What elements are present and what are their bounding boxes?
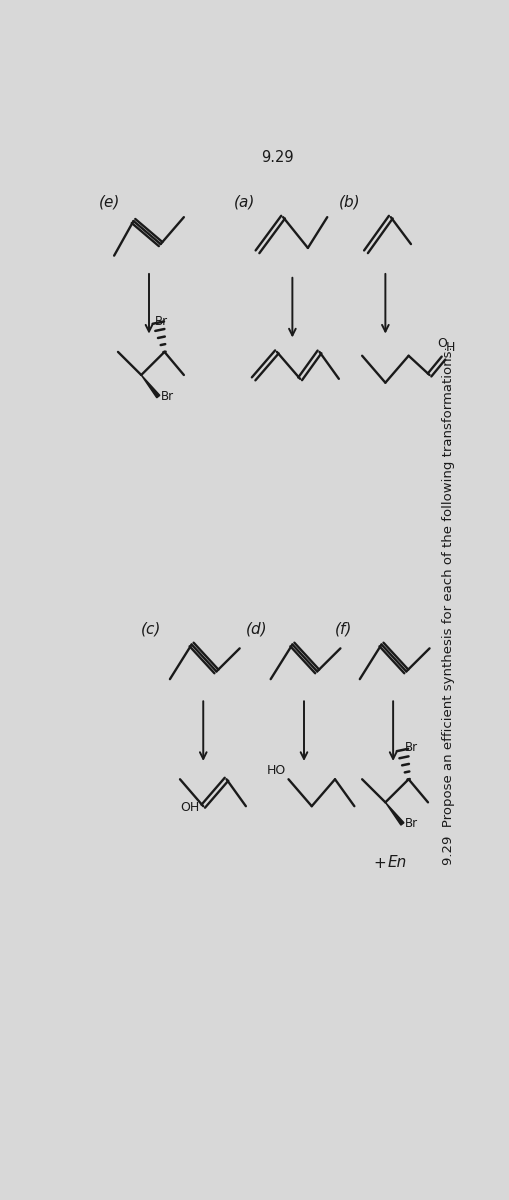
Text: +: +	[373, 857, 386, 871]
Text: (f): (f)	[334, 622, 352, 636]
Text: Br: Br	[404, 740, 417, 754]
Text: (a): (a)	[234, 194, 255, 209]
Text: HO: HO	[266, 764, 286, 776]
Text: Br: Br	[155, 314, 168, 328]
Text: (d): (d)	[245, 622, 267, 636]
Text: En: En	[387, 854, 406, 870]
Text: H: H	[445, 341, 455, 354]
Text: (b): (b)	[338, 194, 360, 209]
Text: OH: OH	[180, 802, 199, 815]
Polygon shape	[385, 803, 403, 826]
Text: 9.29: 9.29	[261, 150, 293, 166]
Text: O: O	[436, 337, 446, 350]
Text: (e): (e)	[98, 194, 120, 209]
Text: 9.29  Propose an efficient synthesis for each of the following transformations:: 9.29 Propose an efficient synthesis for …	[441, 347, 454, 865]
Text: (c): (c)	[141, 622, 161, 636]
Polygon shape	[141, 374, 159, 397]
Text: Br: Br	[160, 390, 174, 403]
Text: Br: Br	[404, 817, 417, 830]
